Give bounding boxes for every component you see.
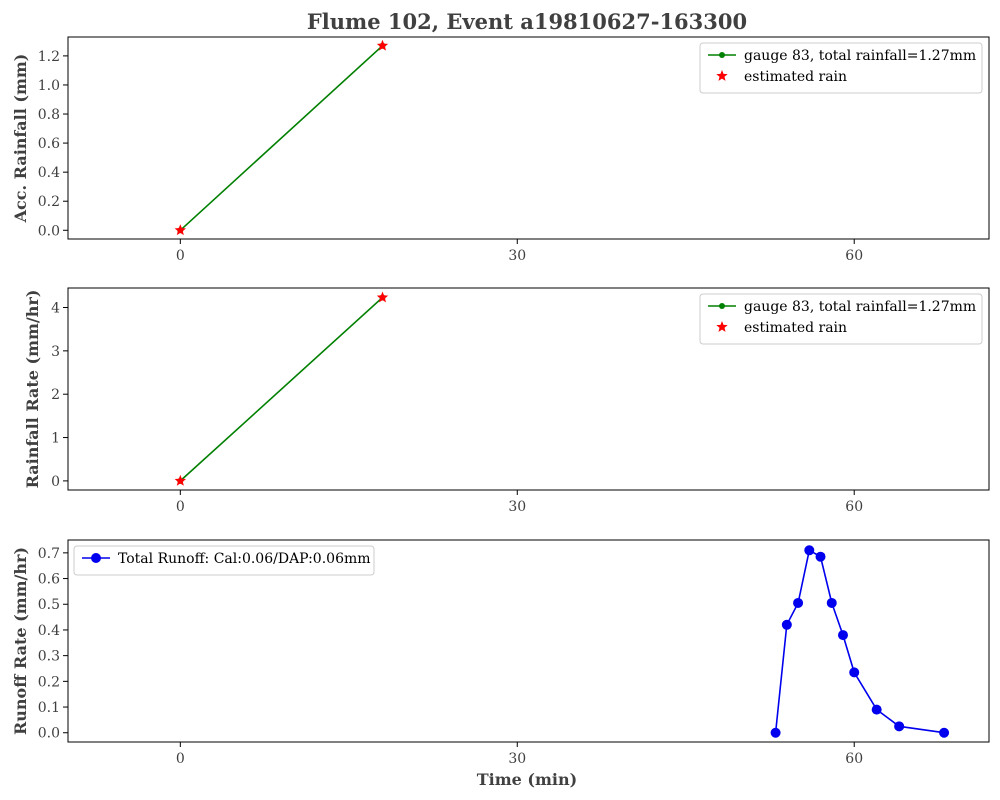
y-tick-label: 0.5	[38, 597, 60, 613]
y-tick-label: 0.0	[38, 223, 60, 239]
data-point	[815, 551, 826, 562]
plot-frame	[67, 539, 990, 743]
estimated-rain-marker	[376, 39, 389, 51]
x-tick-label: 0	[176, 499, 185, 515]
legend-box	[699, 293, 983, 345]
figure-title: Flume 102, Event a19810627-163300	[307, 9, 747, 34]
series-line	[179, 45, 384, 231]
data-point	[770, 727, 781, 738]
x-axis-label: Time (min)	[477, 770, 577, 789]
x-tick-label: 0	[176, 751, 185, 767]
y-tick-label: 1.0	[38, 78, 60, 94]
estimated-rain-marker	[376, 291, 389, 303]
legend-label: gauge 83, total rainfall=1.27mm	[744, 299, 976, 315]
y-tick-label: 0.2	[38, 674, 60, 690]
x-tick-label: 60	[845, 499, 863, 515]
legend-label: Total Runoff: Cal:0.06/DAP:0.06mm	[118, 551, 371, 567]
plot-frame	[67, 287, 990, 491]
legend-label: estimated rain	[744, 69, 847, 85]
legend-marker-swatch	[91, 553, 101, 563]
data-point	[793, 597, 804, 608]
y-tick-label: 0.4	[38, 165, 60, 181]
legend-marker-swatch	[719, 303, 725, 309]
legend-star-swatch	[716, 321, 728, 332]
data-point	[826, 597, 837, 608]
x-tick-label: 0	[176, 248, 185, 264]
y-tick-label: 0	[51, 474, 60, 490]
legend-star-swatch	[716, 70, 728, 81]
data-point	[894, 721, 905, 732]
y-tick-label: 1	[51, 431, 60, 447]
y-tick-label: 2	[51, 387, 60, 403]
data-point	[781, 619, 792, 630]
x-tick-label: 30	[508, 248, 526, 264]
x-tick-label: 30	[508, 499, 526, 515]
series-line	[179, 296, 384, 482]
data-point	[849, 667, 860, 678]
legend-box	[73, 545, 375, 576]
y-axis-label: Runoff Rate (mm/hr)	[11, 547, 30, 735]
y-tick-label: 0.0	[38, 726, 60, 742]
estimated-rain-marker	[174, 474, 187, 486]
legend-label: estimated rain	[744, 320, 847, 336]
y-tick-label: 0.6	[38, 136, 60, 152]
y-tick-label: 0.6	[38, 572, 60, 588]
y-tick-label: 0.3	[38, 649, 60, 665]
y-axis-label: Rainfall Rate (mm/hr)	[23, 290, 42, 489]
y-tick-label: 0.7	[38, 546, 60, 562]
y-tick-label: 0.8	[38, 107, 60, 123]
y-tick-label: 0.1	[38, 700, 60, 716]
legend-label: gauge 83, total rainfall=1.27mm	[744, 48, 976, 64]
x-tick-label: 30	[508, 751, 526, 767]
y-tick-label: 0.4	[38, 623, 60, 639]
estimated-rain-marker	[174, 224, 187, 236]
plot-frame	[67, 36, 990, 240]
x-tick-label: 60	[845, 751, 863, 767]
data-point	[871, 704, 882, 715]
panel-runoff-rate: Runoff Rate (mm/hr) Time (min) 0 30 60 0.0 0…	[11, 539, 990, 789]
y-tick-label: 0.2	[38, 194, 60, 210]
data-point	[837, 630, 848, 641]
data-point	[939, 727, 950, 738]
data-point	[804, 545, 815, 556]
x-tick-label: 60	[845, 248, 863, 264]
y-tick-label: 4	[51, 301, 60, 317]
legend-box	[699, 42, 983, 94]
panel-rainfall-rate: Rainfall Rate (mm/hr) 0 30 60 0 1 2 3 4 gauge 8…	[23, 287, 990, 515]
y-tick-label: 1.2	[38, 49, 60, 65]
panel-accumulated-rainfall: Acc. Rainfall (mm) 0 30 60 0.0 0.2 0.4 0.6 0.8 1…	[11, 36, 990, 264]
legend-marker-swatch	[719, 52, 725, 58]
y-tick-label: 3	[51, 344, 60, 360]
y-axis-label: Acc. Rainfall (mm)	[11, 54, 30, 224]
